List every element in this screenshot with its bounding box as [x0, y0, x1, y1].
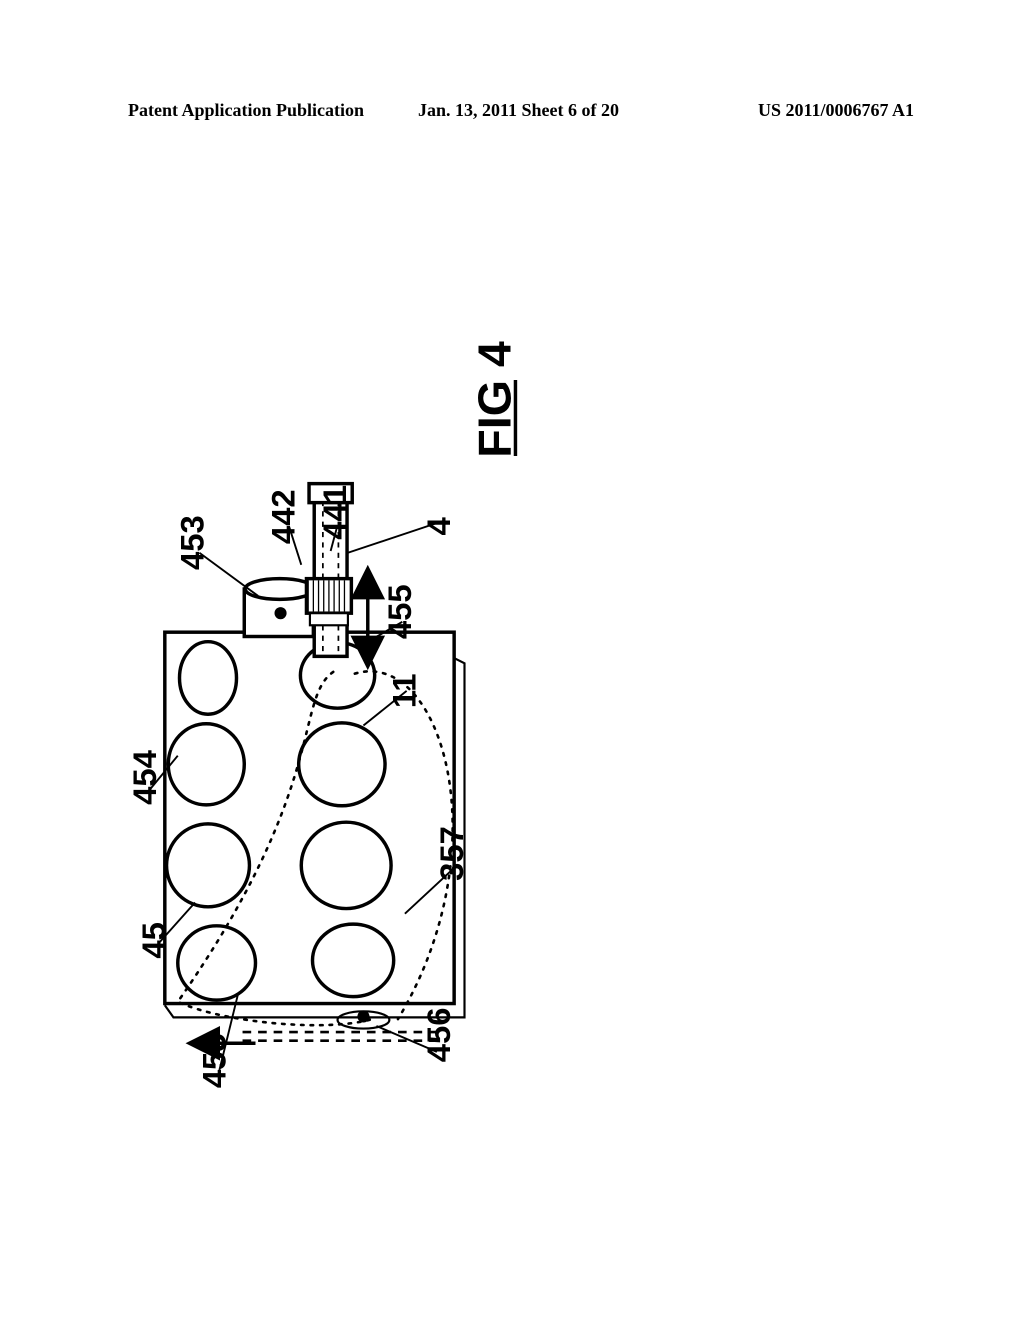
- plate-hole: [301, 822, 391, 908]
- plate-hole: [178, 926, 256, 1000]
- plate-hole: [167, 824, 250, 907]
- ref-label: 441: [316, 485, 353, 540]
- ref-label: 45: [135, 922, 172, 958]
- ref-label: 4: [420, 516, 457, 535]
- ref-label: 456: [420, 1008, 457, 1063]
- ref-label: 357: [433, 826, 470, 881]
- header-left: Patent Application Publication: [128, 100, 364, 121]
- plate-hole: [299, 723, 385, 806]
- patent-figure-svg: FIG 4 4 441 442 455 11 357 456 455 45 454 453: [0, 190, 1024, 1140]
- header-right: US 2011/0006767 A1: [758, 100, 914, 121]
- figure-container: FIG 4 4 441 442 455 11 357 456 455 45 454 453: [0, 190, 1024, 1140]
- page-header: Patent Application Publication Jan. 13, …: [0, 100, 1024, 130]
- ref-label: 455: [195, 1033, 232, 1088]
- plate-hole: [168, 724, 244, 805]
- ref-label: 454: [126, 749, 163, 804]
- ref-label: 11: [385, 674, 422, 709]
- plate-hole: [180, 642, 237, 715]
- plate-hole: [313, 924, 394, 997]
- ref-label: 442: [264, 489, 301, 544]
- sensor-dot: [275, 607, 287, 619]
- ref-label: 453: [174, 515, 211, 570]
- header-center: Jan. 13, 2011 Sheet 6 of 20: [418, 100, 619, 121]
- figure-label: FIG 4: [468, 341, 520, 458]
- ref-label: 455: [381, 584, 418, 639]
